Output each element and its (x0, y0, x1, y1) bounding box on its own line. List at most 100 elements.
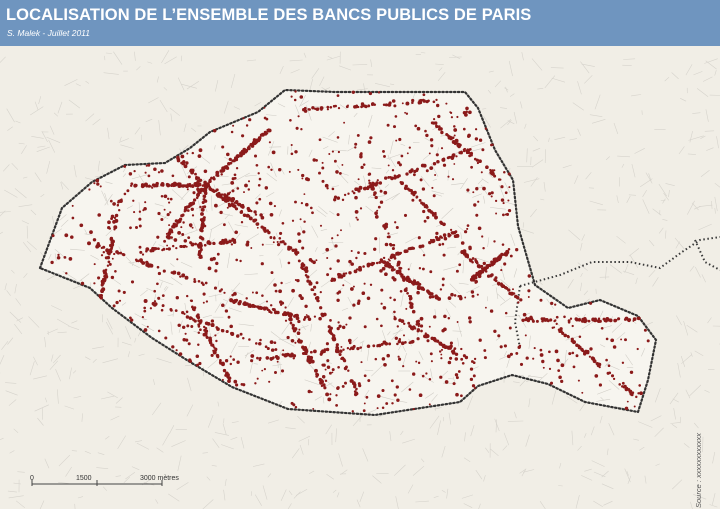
bench-point (112, 220, 116, 224)
bench-point (227, 376, 231, 380)
street-segment (367, 347, 370, 361)
street-segment (285, 281, 292, 285)
street-segment (11, 162, 19, 170)
street-segment (644, 475, 647, 484)
street-segment (437, 420, 441, 436)
street-segment (326, 55, 341, 61)
street-segment (678, 146, 685, 155)
bench-point (416, 290, 420, 295)
street-segment (255, 193, 261, 199)
bench-point (376, 344, 380, 347)
street-segment (370, 195, 386, 198)
bench-point (437, 114, 441, 119)
bench-point (424, 204, 429, 208)
street-segment (68, 99, 81, 109)
bench-point (432, 100, 436, 104)
bench-point (554, 319, 557, 322)
bench-point (447, 360, 452, 365)
bench-point (163, 194, 168, 199)
bench-point (434, 295, 439, 299)
bench-point (255, 342, 258, 345)
street-segment (180, 55, 183, 62)
street-segment (458, 282, 469, 285)
bench-point (405, 307, 408, 310)
bench-point (230, 130, 234, 134)
bench-point (88, 188, 91, 191)
street-segment (309, 79, 313, 91)
bench-point (460, 357, 464, 361)
bench-point (185, 310, 189, 314)
street-segment (92, 118, 101, 126)
street-segment (571, 430, 574, 446)
bench-point (157, 247, 160, 251)
bench-point (229, 298, 234, 303)
bench-point (463, 147, 467, 151)
street-segment (214, 145, 216, 150)
street-segment (164, 56, 177, 65)
street-segment (495, 287, 499, 299)
street-segment (169, 425, 175, 434)
bench-point (270, 311, 273, 314)
street-segment (714, 207, 716, 214)
bench-point (406, 152, 409, 155)
street-segment (94, 175, 101, 178)
bench-point (308, 281, 313, 286)
bench-point (185, 161, 189, 165)
street-segment (300, 100, 309, 106)
bench-point (391, 276, 395, 280)
bench-point (258, 305, 262, 310)
bench-point (515, 248, 519, 252)
bench-point (235, 298, 239, 302)
bench-point (358, 265, 362, 270)
bench-point (260, 225, 264, 229)
bench-point (356, 218, 359, 221)
street-segment (714, 182, 720, 188)
bench-point (438, 243, 442, 247)
bench-point (482, 266, 487, 271)
bench-point (157, 329, 161, 333)
street-segment (519, 228, 534, 234)
street-segment (277, 249, 284, 256)
bench-point (152, 303, 157, 307)
street-segment (125, 472, 136, 480)
bench-point (226, 373, 230, 377)
street-segment (168, 493, 180, 502)
bench-point (367, 140, 372, 144)
street-segment (443, 266, 458, 271)
bench-point (305, 352, 308, 356)
bench-point (359, 207, 363, 210)
street-segment (60, 181, 69, 190)
bench-point (417, 361, 421, 365)
street-segment (551, 390, 557, 405)
street-segment (121, 341, 132, 346)
bench-point (336, 136, 340, 139)
street-segment (581, 475, 593, 481)
bench-point (221, 193, 224, 196)
bench-point (196, 187, 200, 192)
street-segment (300, 226, 303, 231)
street-segment (0, 437, 4, 441)
street-segment (600, 397, 604, 401)
street-segment (308, 470, 315, 475)
bench-point (239, 151, 243, 156)
bench-point (409, 295, 413, 298)
bench-point (306, 355, 310, 359)
bench-point (509, 254, 513, 258)
bench-point (64, 233, 69, 238)
street-segment (322, 146, 329, 150)
bench-point (525, 316, 528, 319)
street-segment (513, 268, 518, 278)
street-segment (253, 363, 258, 365)
bench-point (332, 104, 336, 108)
bench-point (190, 317, 194, 320)
bench-point (244, 183, 248, 188)
bench-point (402, 365, 405, 368)
bench-point (236, 334, 240, 338)
street-segment (268, 141, 275, 156)
street-segment (53, 112, 59, 117)
bench-point (352, 381, 356, 385)
bench-point (186, 209, 190, 212)
bench-point (452, 382, 456, 386)
bench-point (575, 354, 579, 358)
bench-point (147, 163, 151, 167)
